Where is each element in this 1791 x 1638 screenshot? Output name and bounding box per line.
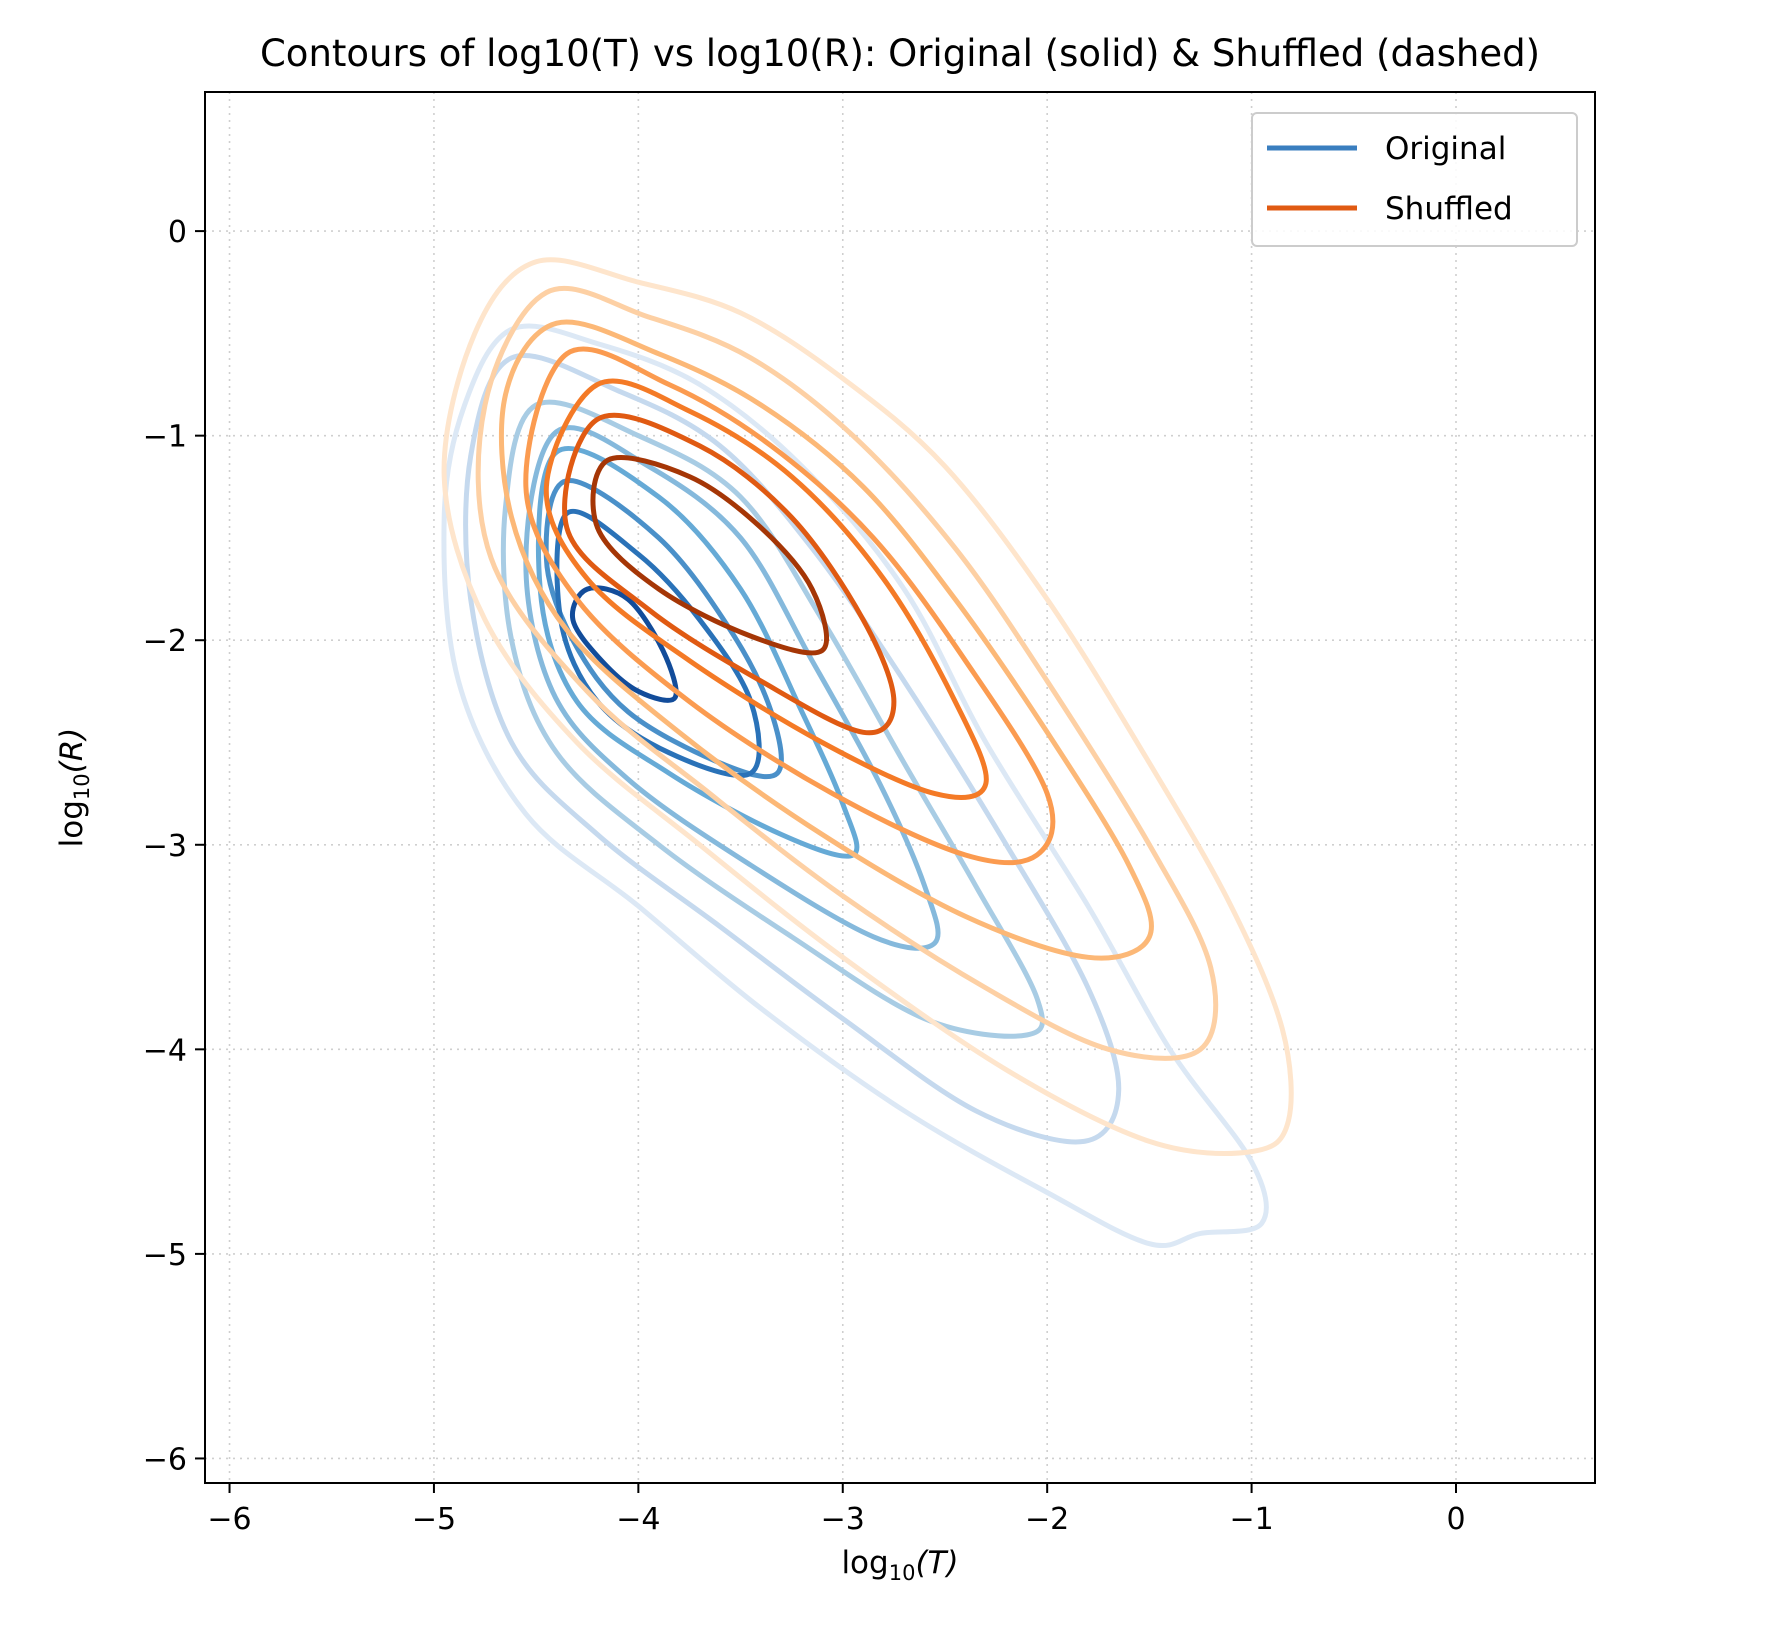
contour-original-4 [523,425,941,951]
y-tick-label: −3 [143,829,187,864]
y-tick-label: −5 [143,1238,187,1273]
series-shuffled [441,257,1294,1156]
x-tick-label: −2 [1025,1502,1069,1537]
x-tick-label: −5 [412,1502,456,1537]
contour-original-2 [463,353,1122,1145]
legend-label-original: Original [1385,131,1506,167]
x-tick-label: −3 [821,1502,865,1537]
contour-original-8 [569,585,679,703]
chart-title: Contours of log10(T) vs log10(R): Origin… [260,32,1540,75]
contour-shuffled-3 [498,319,1155,961]
contour-original-1 [441,323,1269,1248]
x-axis-ticks: −6 −5 −4 −3 −2 −1 0 [207,1483,1466,1537]
contour-shuffled-1 [441,257,1294,1156]
contour-layer [441,257,1294,1248]
grid-lines [205,92,1595,1483]
contour-shuffled-6 [562,412,897,736]
x-tick-label: −6 [207,1502,251,1537]
plot-frame [204,91,1596,1484]
contour-original-7 [554,508,762,778]
y-tick-label: −4 [143,1033,187,1068]
legend-label-shuffled: Shuffled [1385,191,1513,227]
y-axis-label: log10(R) [54,728,94,848]
y-axis-ticks: −6 −5 −4 −3 −2 −1 0 [143,215,205,1477]
contour-shuffled-7 [590,455,829,656]
contour-shuffled-2 [475,285,1219,1061]
y-tick-label: −1 [143,420,187,455]
y-tick-label: −6 [143,1442,187,1477]
legend: Original Shuffled [1251,112,1578,247]
x-tick-label: 0 [1446,1502,1465,1537]
x-tick-label: −4 [616,1502,660,1537]
y-tick-label: −2 [143,624,187,659]
contour-shuffled-4 [523,346,1056,866]
contour-shuffled-5 [543,378,989,800]
x-axis-label: log10(T) [841,1545,958,1585]
x-tick-label: −1 [1229,1502,1273,1537]
contour-original-6 [543,478,784,780]
y-tick-label: 0 [168,215,187,250]
